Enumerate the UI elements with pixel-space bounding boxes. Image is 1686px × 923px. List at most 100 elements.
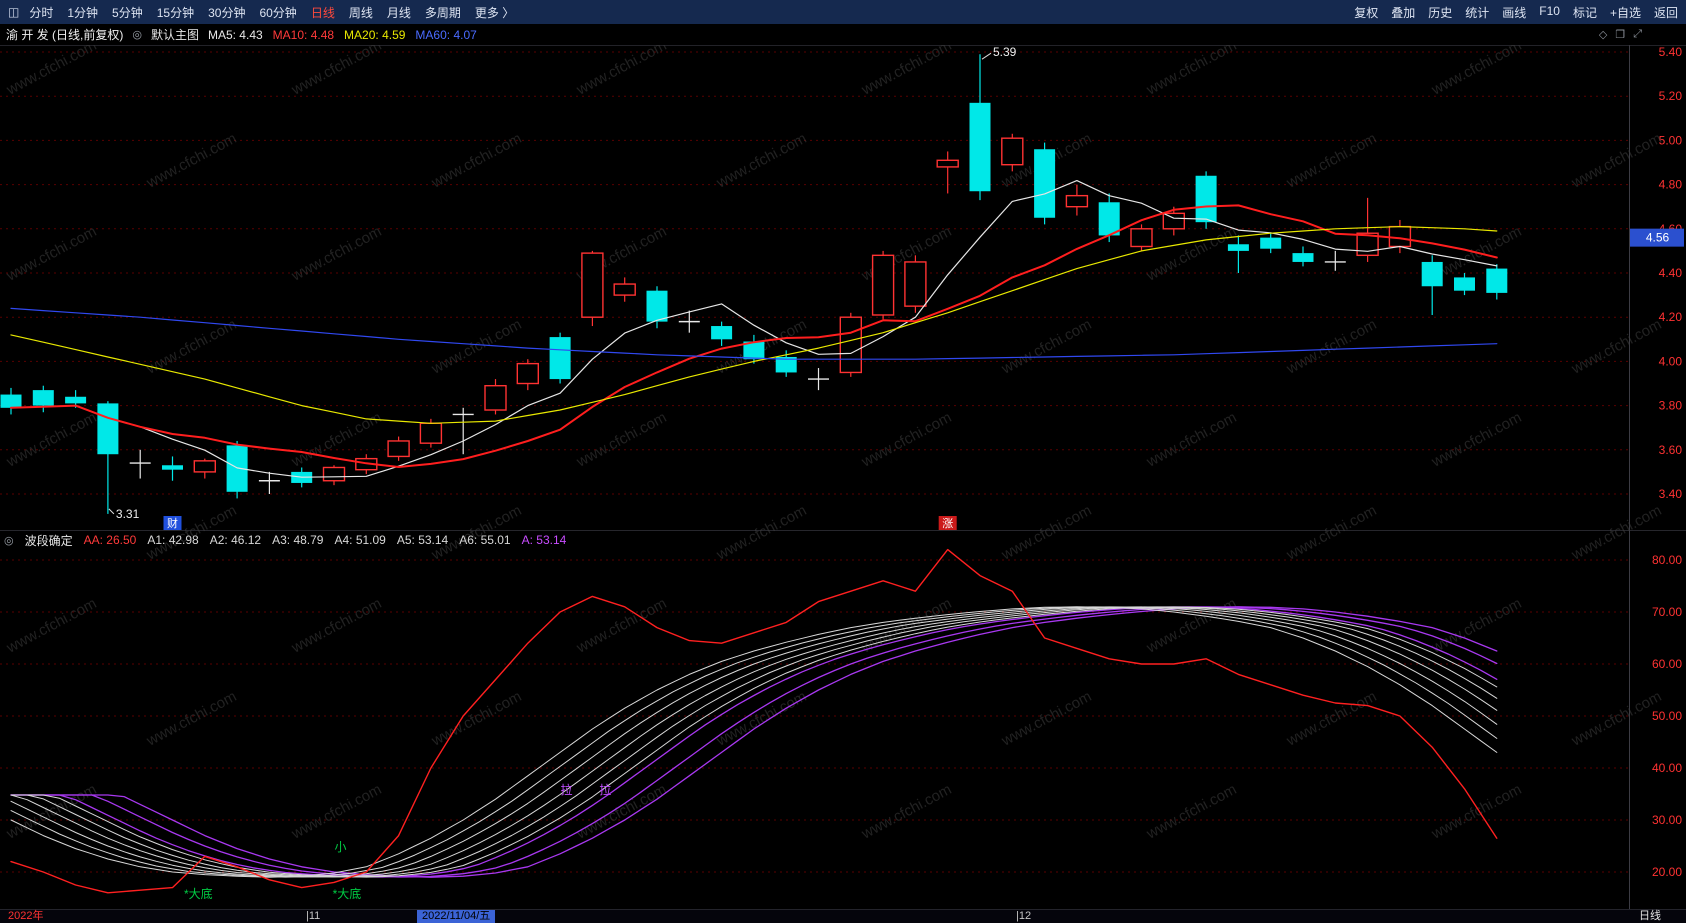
tool-menu-item[interactable]: 叠加 [1391, 5, 1416, 20]
watermark-text: www.cfchi.com [713, 688, 809, 750]
header-window-icons: ◇ ❐ ⤢ [1599, 24, 1642, 45]
svg-text:涨: 涨 [942, 517, 953, 530]
indicator-white-line-0 [10, 606, 1498, 878]
tool-menu-item[interactable]: 统计 [1465, 5, 1490, 20]
price-axis-label: 3.40 [1659, 487, 1683, 501]
ma-values: MA5: 4.43 MA10: 4.48 MA20: 4.59 MA60: 4.07 [208, 28, 487, 42]
indicator-value: A1: 42.98 [147, 533, 199, 547]
watermark-text: www.cfchi.com [573, 37, 669, 99]
watermark-text: www.cfchi.com [1143, 223, 1239, 285]
indicator-icon[interactable]: ◎ [4, 534, 14, 547]
indicator-purple-line-0 [10, 606, 1498, 878]
watermark-text: www.cfchi.com [573, 781, 669, 843]
ma-value: MA60: 4.07 [415, 27, 477, 42]
indicator-axis-label: 60.00 [1652, 657, 1682, 671]
watermark-text: www.cfchi.com [3, 781, 99, 843]
top-menubar: ◫ 分时 1分钟 5分钟 15分钟 30分钟 60分钟 日线 周线 月线 多周期 更多 〉 复权 叠加… [0, 0, 1686, 24]
period-menu-item[interactable]: 30分钟 [208, 5, 246, 20]
indicator-header: ◎ 波段确定 AA: 26.50 A1: 42.98 A2: 46.12 A3: 48… [4, 531, 577, 549]
tool-menu-item[interactable]: +自选 [1609, 5, 1641, 20]
price-axis-label: 4.80 [1659, 178, 1683, 192]
indicator-lines [10, 548, 1498, 894]
app-window-icon[interactable]: ◫ [8, 5, 20, 19]
period-menu-item[interactable]: 分时 [29, 5, 54, 20]
period-menu-item[interactable]: 日线 [310, 5, 335, 20]
candlestick-series [0, 54, 1508, 514]
selected-date-tag: 2022/11/04/五 [417, 910, 496, 923]
annotation-layer: 5.39 3.31 财 涨拉 拉小 *大底 *大底 [108, 45, 1017, 901]
tool-menu-item[interactable]: 返回 [1653, 5, 1678, 20]
tool-menu-item[interactable]: 画线 [1502, 5, 1527, 20]
overlay-label[interactable]: 默认主图 [150, 28, 199, 42]
watermark-text: www.cfchi.com [1143, 37, 1239, 99]
watermark-text: www.cfchi.com [1143, 781, 1239, 843]
chart-header: 渝 开 发 (日线,前复权) ◎ 默认主图 MA5: 4.43 MA10: 4.4… [0, 24, 1686, 45]
watermark-text: www.cfchi.com [1568, 688, 1664, 750]
ma20-line [10, 226, 1498, 424]
month-label: |12 [1016, 910, 1032, 922]
period-menu-item[interactable]: 1分钟 [67, 5, 99, 20]
indicator-value: A3: 48.79 [272, 533, 324, 547]
watermark-text: www.cfchi.com [288, 595, 384, 657]
period-label: 日线 [1639, 910, 1661, 922]
year-label: 2022年 [8, 910, 44, 922]
signal-text: *大底 [333, 886, 362, 901]
period-menu-item[interactable]: 多周期 [424, 5, 461, 20]
period-menu-item[interactable]: 周线 [348, 5, 373, 20]
period-menu-item[interactable]: 60分钟 [259, 5, 297, 20]
month-label: |11 [306, 910, 321, 922]
watermark-text: www.cfchi.com [3, 595, 99, 657]
last-price-tag: 4.56 [1630, 228, 1684, 247]
indicator-axis-label: 30.00 [1652, 813, 1682, 827]
diamond-icon[interactable]: ◇ [1598, 29, 1608, 41]
watermark-text: www.cfchi.com [998, 316, 1094, 378]
price-axis-label: 5.40 [1659, 45, 1683, 59]
indicator-value: A6: 55.01 [459, 533, 511, 547]
signal-text: 拉 [561, 782, 573, 797]
watermark-text: www.cfchi.com [288, 223, 384, 285]
watermark-text: www.cfchi.com [858, 37, 954, 99]
price-axis-label: 4.40 [1659, 266, 1683, 280]
watermark-text: www.cfchi.com [1428, 409, 1524, 471]
high-price-label: 5.39 [993, 45, 1017, 59]
ma60-line [10, 307, 1498, 360]
window-restore-icon[interactable]: ❐ [1615, 29, 1626, 41]
indicator-title[interactable]: 波段确定 [24, 533, 73, 548]
period-menu-item[interactable]: 15分钟 [156, 5, 195, 20]
period-menu-item[interactable]: 5分钟 [112, 5, 143, 20]
ma-lines [10, 180, 1498, 478]
period-menu-item[interactable]: 月线 [386, 5, 411, 20]
indicator-axis-label: 20.00 [1652, 865, 1682, 879]
price-axis-label: 3.80 [1659, 399, 1683, 413]
overlay-indicator-icon[interactable]: ◎ [132, 29, 142, 41]
tool-menu-item[interactable]: 历史 [1428, 5, 1453, 20]
indicator-value: A: 53.14 [521, 533, 567, 547]
watermark-text: www.cfchi.com [1428, 595, 1524, 657]
watermark-text: www.cfchi.com [1568, 502, 1664, 564]
tool-menu-item[interactable]: 复权 [1354, 5, 1379, 20]
period-menu: 分时 1分钟 5分钟 15分钟 30分钟 60分钟 日线 周线 月线 多周期 更多 〉 [29, 4, 514, 21]
ma10-line [10, 204, 1498, 468]
indicator-red-line [10, 548, 1498, 894]
watermark-text: www.cfchi.com [998, 502, 1094, 564]
signal-badge [938, 516, 957, 530]
period-menu-item[interactable]: 更多 〉 [474, 5, 515, 20]
indicator-white-line-3 [10, 606, 1498, 878]
price-axis-label: 5.20 [1659, 89, 1683, 103]
tool-menu-item[interactable]: F10 [1539, 3, 1560, 18]
watermark-text: www.cfchi.com [1143, 409, 1239, 471]
watermark-text: www.cfchi.com [1568, 130, 1664, 192]
watermark-text: www.cfchi.com [1143, 595, 1239, 657]
price-axis-label: 3.60 [1659, 443, 1683, 457]
watermark-text: www.cfchi.com [1283, 502, 1379, 564]
indicator-value: A2: 46.12 [209, 533, 262, 547]
price-axis-label: 4.20 [1659, 310, 1683, 324]
indicator-axis-label: 80.00 [1652, 553, 1682, 567]
indicator-axis-label: 50.00 [1652, 709, 1682, 723]
expand-icon[interactable]: ⤢ [1633, 28, 1642, 40]
tool-menu-item[interactable]: 标记 [1572, 5, 1597, 20]
watermark-text: www.cfchi.com [1283, 688, 1379, 750]
price-axis-label: 5.00 [1659, 133, 1683, 147]
signal-text: *大底 [184, 886, 213, 901]
